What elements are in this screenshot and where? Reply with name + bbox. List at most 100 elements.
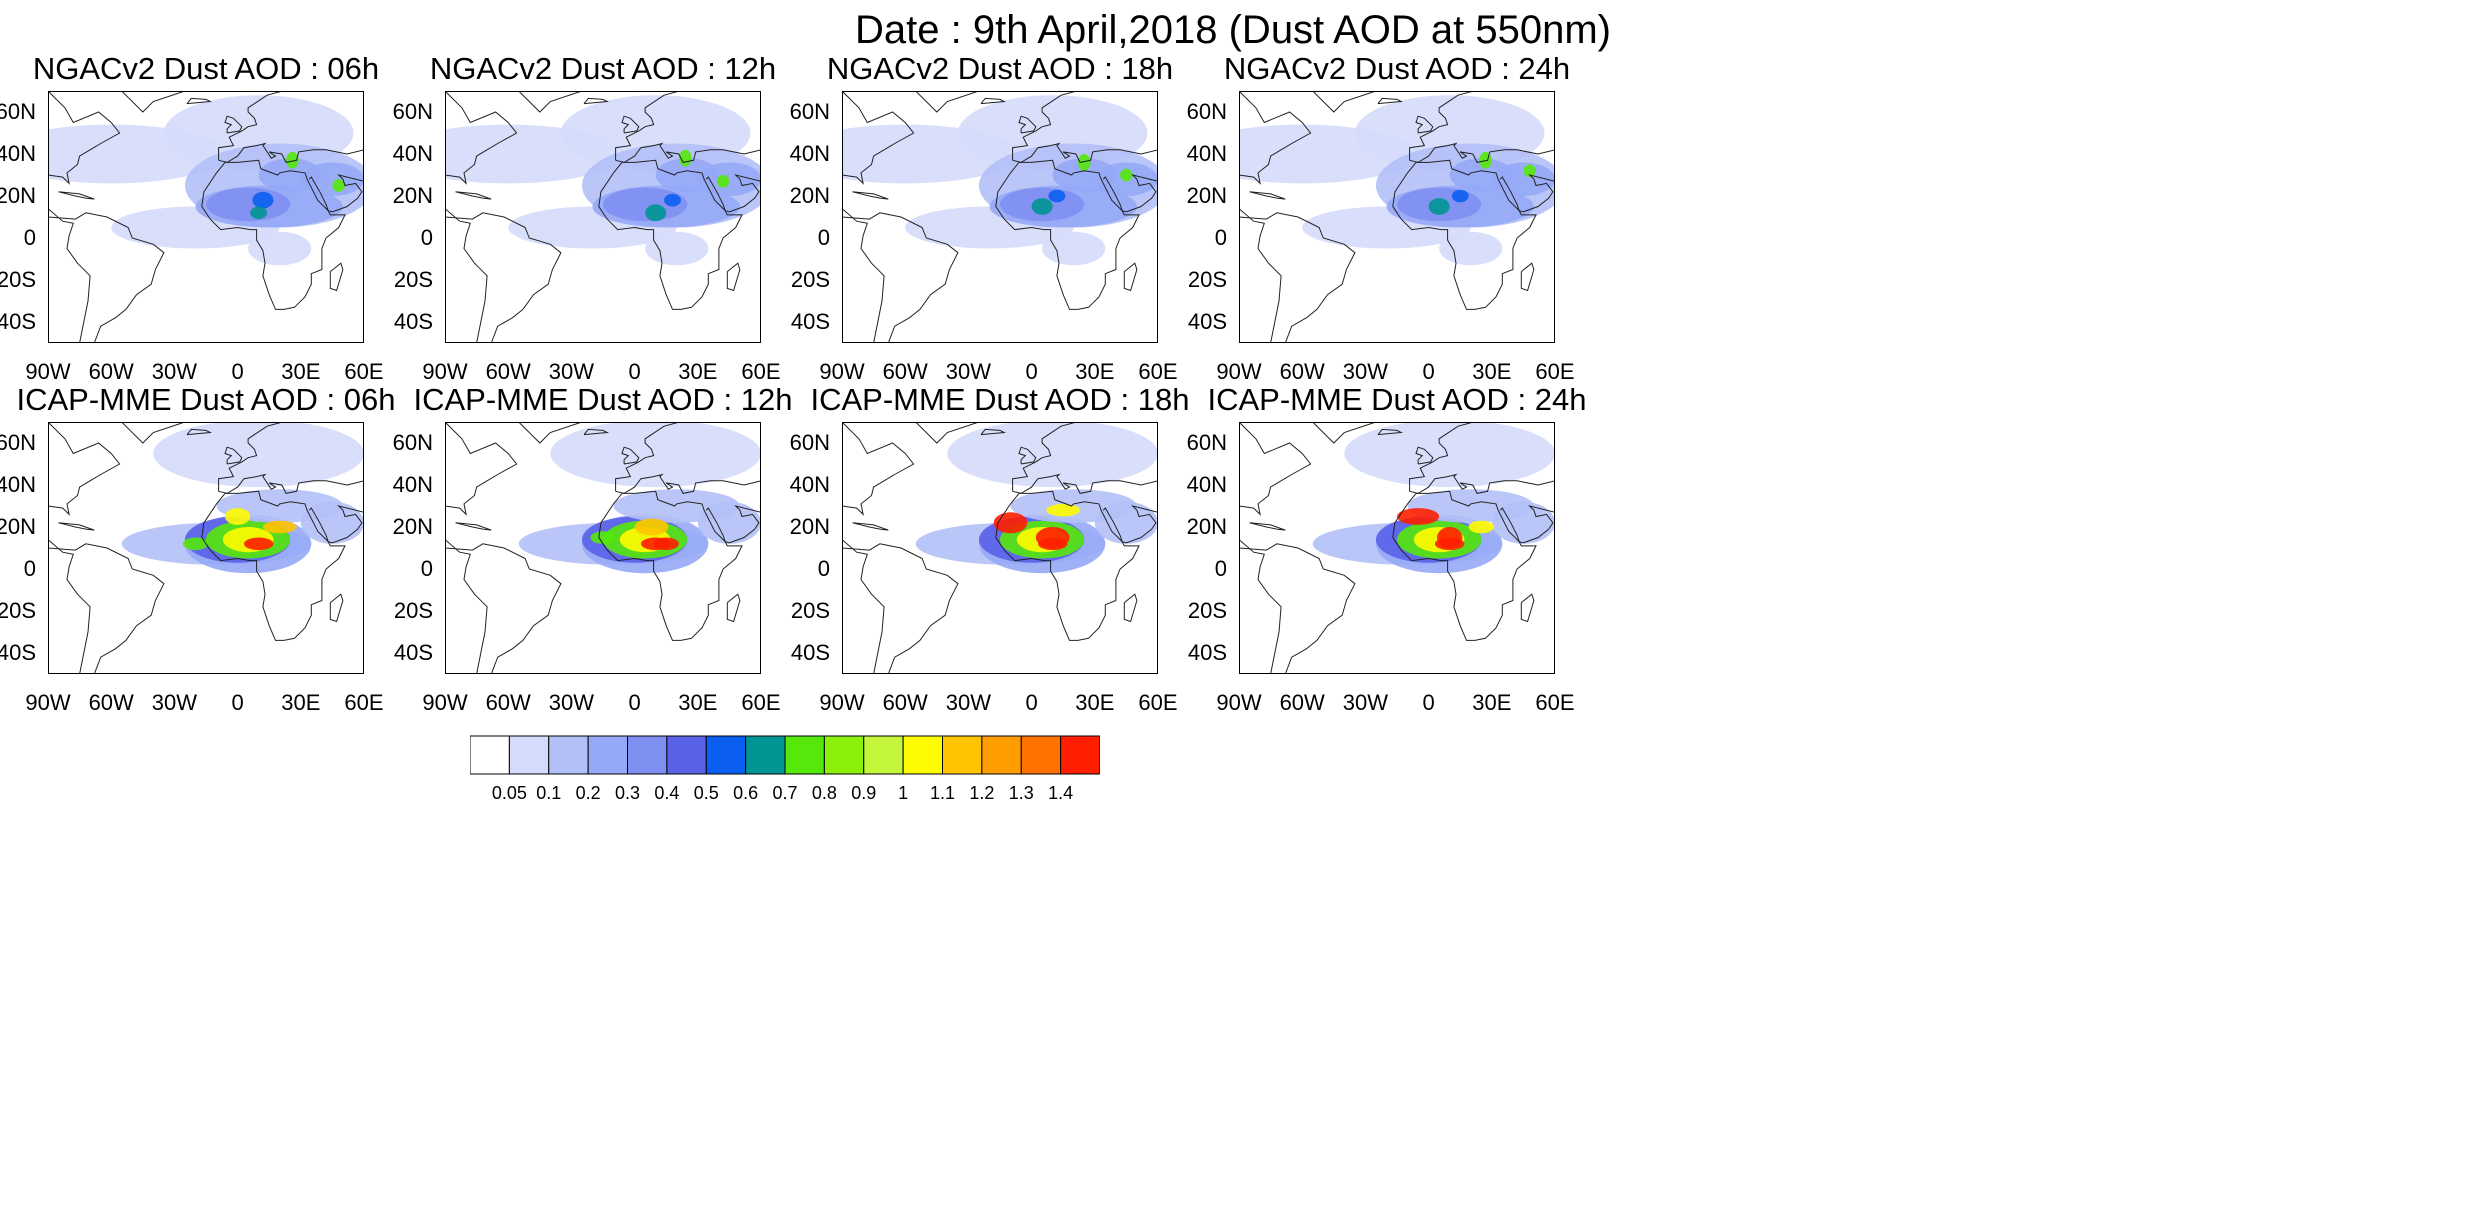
dust-plume [1120,168,1133,182]
lon-tick-label: 30W [548,359,595,384]
panel-title: NGACv2 Dust AOD : 06h [32,51,380,86]
lon-tick-label: 30W [1342,690,1389,715]
coastline-madagascar [1520,593,1535,623]
coastline-iceland [186,97,212,105]
coastline-south-america [48,539,165,674]
lon-tick-label: 30E [281,359,321,384]
coastline-greenland [121,422,186,444]
colorbar-level-label: 1 [898,783,909,803]
lon-tick-label: 90W [1216,359,1262,384]
dust-plume [590,531,616,544]
lon-tick-label: 90W [25,359,71,384]
lon-tick-label: 60E [344,690,384,715]
coastline-north-america [842,91,915,185]
lat-tick-label: 20S [0,267,36,292]
lon-tick-label: 60E [344,359,384,384]
lon-tick-label: 30W [548,690,595,715]
panel-title: ICAP-MME Dust AOD : 06h [16,382,396,417]
lon-tick-label: 90W [422,359,468,384]
map-frame [1239,91,1555,343]
dust-plume [332,179,346,192]
dust-aod-map [842,422,1158,674]
coastline-africa [995,159,1140,310]
lon-tick-label: 0 [231,690,244,715]
dust-plume [243,537,274,551]
coastline-south-america [1239,539,1356,674]
lon-tick-label: 30E [1472,359,1512,384]
colorbar-swatch [508,735,550,775]
panel-title: ICAP-MME Dust AOD : 12h [413,382,793,417]
lon-tick-label: 30W [945,359,992,384]
lon-tick-label: 30E [1075,359,1115,384]
colorbar-level-label: 0.7 [772,783,798,803]
coastline-europe [1409,422,1555,494]
coastline-north-america [48,422,121,516]
lat-tick-label: 40S [393,640,433,665]
lon-tick-label: 0 [628,690,641,715]
coastline-uk [621,446,640,465]
colorbar-swatch [1060,735,1100,775]
dust-aod-map [1239,91,1555,343]
coastline-caribbean [852,191,889,200]
lon-tick-label: 30E [281,690,321,715]
dust-plume [1523,164,1537,178]
coastline-europe [218,422,364,494]
dust-plume [947,422,1158,488]
lat-tick-label: 40N [789,472,830,497]
coastline-madagascar [1123,262,1138,292]
map-frame [48,422,364,674]
lat-tick-label: 20N [1186,514,1227,539]
coastline-arabia [705,505,761,544]
dust-plume [1094,501,1158,544]
dust-plume [1491,162,1555,196]
coastline-north-america [1239,91,1312,185]
dust-plume [664,193,681,207]
lat-tick-label: 40N [392,472,433,497]
figure-title: Date : 9th April,2018 (Dust AOD at 550nm… [855,8,1611,52]
dust-aod-map [1239,422,1555,674]
lon-tick-label: 30W [1342,359,1389,384]
dust-plume [645,204,667,222]
lat-tick-label: 40N [1186,472,1227,497]
map-frame [842,422,1158,674]
colorbar-level-label: 0.3 [614,783,641,803]
dust-aod-map [445,91,761,343]
coastline-north-america [1239,422,1312,516]
panel-title: NGACv2 Dust AOD : 12h [429,51,777,86]
lon-tick-label: 60W [485,690,531,715]
lon-tick-label: 60E [1535,359,1575,384]
coastline-caribbean [1249,191,1286,200]
lon-tick-label: 90W [422,690,468,715]
lat-tick-label: 60N [789,430,830,455]
lat-tick-label: 40S [790,309,830,334]
lon-tick-label: 30E [678,359,718,384]
lat-tick-label: 40N [789,141,830,166]
coastline-caribbean [455,191,492,200]
dust-plume [300,501,364,544]
lat-tick-label: 40S [1187,640,1227,665]
coastline-greenland [915,91,980,113]
colorbar-level-label: 0.2 [575,783,601,803]
coastline-madagascar [726,593,741,623]
colorbar-swatch [823,735,865,775]
lat-tick-label: 60N [0,430,36,455]
coastline-greenland [915,422,980,444]
lon-tick-label: 60E [1138,690,1178,715]
coastline-europe [1012,422,1158,494]
lat-tick-label: 40S [790,640,830,665]
lon-tick-label: 90W [819,359,865,384]
panel-title: ICAP-MME Dust AOD : 18h [810,382,1190,417]
colorbar-swatch [745,735,786,775]
colorbar-level-label: 1.4 [1048,783,1074,803]
lat-tick-label: 20S [790,267,830,292]
lat-tick-label: 40N [392,141,433,166]
dust-plume [300,162,364,196]
map-frame [842,91,1158,343]
dust-aod-map [48,91,364,343]
dust-plume [1031,198,1053,215]
panel-title: NGACv2 Dust AOD : 18h [826,51,1174,86]
dust-plume [697,501,761,544]
lat-tick-label: 40S [393,309,433,334]
lon-tick-label: 60W [882,359,928,384]
coastline-caribbean [852,522,889,531]
